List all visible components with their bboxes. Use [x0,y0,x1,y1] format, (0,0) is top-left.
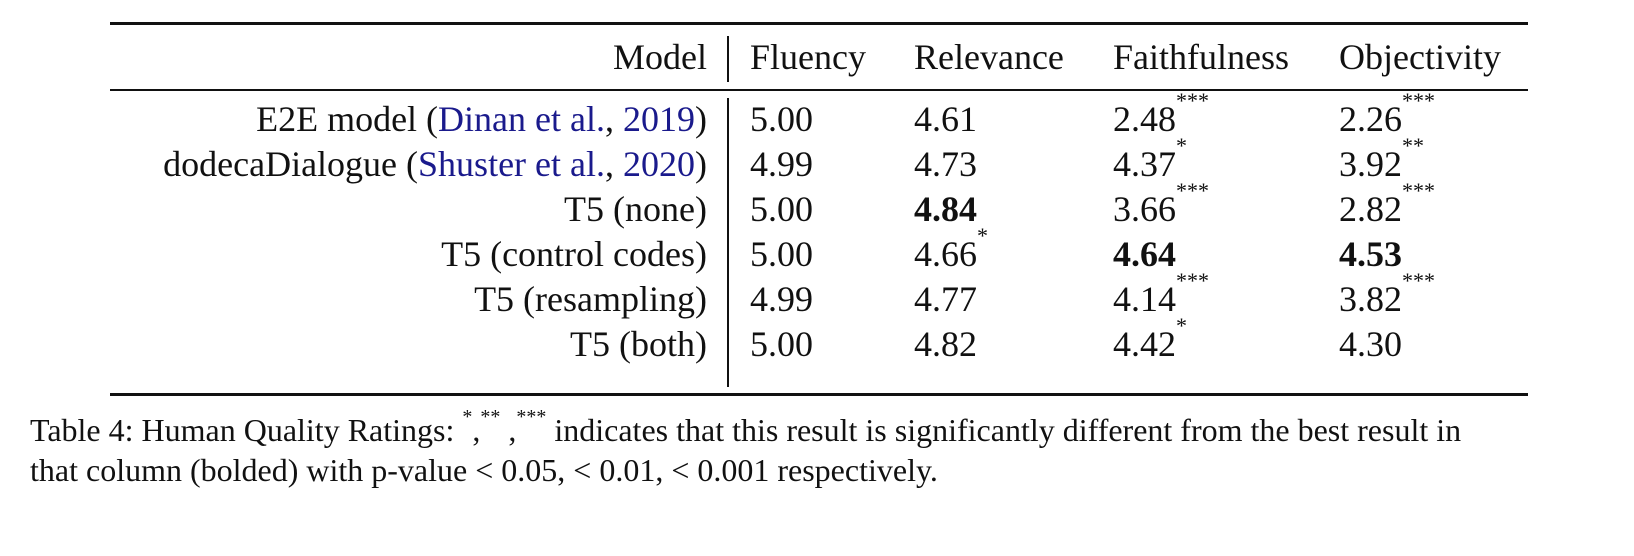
cell-faithfulness: 4.14*** [1113,270,1209,322]
header-model: Model [613,37,707,77]
fluency-value: 5.00 [750,324,813,364]
relevance-value: 4.77 [914,279,977,319]
caption-line-2: that column (bolded) with p-value < 0.05… [30,452,938,488]
faithfulness-value: 2.48 [1113,99,1176,139]
objectivity-value: 2.82 [1339,189,1402,229]
citation-year-link[interactable]: 2019 [623,99,695,139]
fluency-value: 5.00 [750,99,813,139]
faithfulness-value: 4.37 [1113,144,1176,184]
relevance-value: 4.66 [914,234,977,274]
model-name-text: T5 (none) [564,189,707,229]
cell-faithfulness: 4.64 [1113,231,1176,277]
significance-marker: *** [1176,268,1209,293]
citation-authors-link[interactable]: Shuster et al. [418,144,605,184]
table-header-rule [110,89,1528,91]
significance-marker: *** [1402,178,1435,203]
cell-relevance: 4.73 [914,141,977,187]
body-column-divider [727,98,729,387]
row-model-name: T5 (none) [564,186,707,232]
citation-year-link[interactable]: 2020 [623,144,695,184]
model-name-suffix: ) [695,144,707,184]
header-objectivity: Objectivity [1339,37,1501,77]
significance-marker: * [1176,313,1187,338]
row-model-name: T5 (resampling) [474,276,707,322]
table-bottom-rule [110,393,1528,396]
caption-line-1-rest: indicates that this result is significan… [546,412,1462,448]
cell-objectivity: 2.26*** [1339,90,1435,142]
header-column-divider [727,36,729,82]
significance-marker: * [1176,133,1187,158]
objectivity-value: 3.82 [1339,279,1402,319]
model-name-text: dodecaDialogue ( [163,144,419,184]
citation-authors-link[interactable]: Dinan et al. [438,99,605,139]
citation-separator: , [605,99,623,139]
fluency-value: 4.99 [750,279,813,319]
significance-marker: *** [1402,88,1435,113]
cell-faithfulness: 4.42* [1113,315,1187,367]
fluency-value: 5.00 [750,234,813,274]
caption-comma-2: , [500,412,517,448]
citation-separator: , [605,144,623,184]
row-model-name: E2E model (Dinan et al., 2019) [256,96,707,142]
table-caption: Table 4: Human Quality Ratings: *,** ,**… [30,406,1610,490]
caption-comma-1: , [472,412,481,448]
model-name-text: T5 (control codes) [441,234,707,274]
faithfulness-value: 3.66 [1113,189,1176,229]
cell-relevance: 4.77 [914,276,977,322]
relevance-value: 4.61 [914,99,977,139]
relevance-value: 4.82 [914,324,977,364]
relevance-value: 4.84 [914,189,977,229]
model-name-text: T5 (both) [570,324,707,364]
model-name-text: T5 (resampling) [474,279,707,319]
header-relevance: Relevance [914,37,1064,77]
objectivity-value: 3.92 [1339,144,1402,184]
cell-fluency: 5.00 [750,321,813,367]
cell-objectivity: 3.92** [1339,135,1424,187]
cell-fluency: 4.99 [750,141,813,187]
cell-fluency: 5.00 [750,186,813,232]
cell-relevance: 4.82 [914,321,977,367]
caption-label: Table 4: Human Quality Ratings: [30,412,463,448]
cell-objectivity: 3.82*** [1339,270,1435,322]
cell-objectivity: 4.53 [1339,231,1402,277]
cell-fluency: 5.00 [750,96,813,142]
table-top-rule [110,22,1528,25]
row-model-name: T5 (control codes) [441,231,707,277]
cell-relevance: 4.61 [914,96,977,142]
cell-fluency: 4.99 [750,276,813,322]
significance-marker: * [977,223,988,248]
fluency-value: 5.00 [750,189,813,229]
cell-faithfulness: 2.48*** [1113,90,1209,142]
cell-objectivity: 2.82*** [1339,180,1435,232]
cell-faithfulness: 3.66*** [1113,180,1209,232]
objectivity-value: 4.30 [1339,324,1402,364]
significance-marker: ** [1402,133,1424,158]
caption-sig-1: * [462,406,473,428]
significance-marker: *** [1176,178,1209,203]
fluency-value: 4.99 [750,144,813,184]
cell-relevance: 4.66* [914,225,988,277]
header-faithfulness: Faithfulness [1113,37,1289,77]
relevance-value: 4.73 [914,144,977,184]
model-name-suffix: ) [695,99,707,139]
row-model-name: dodecaDialogue (Shuster et al., 2020) [163,141,707,187]
significance-marker: *** [1176,88,1209,113]
row-model-name: T5 (both) [570,321,707,367]
caption-sig-3: *** [516,406,547,428]
header-fluency: Fluency [750,37,866,77]
model-name-text: E2E model ( [256,99,439,139]
significance-marker: *** [1402,268,1435,293]
cell-relevance: 4.84 [914,186,977,232]
faithfulness-value: 4.64 [1113,234,1176,274]
cell-fluency: 5.00 [750,231,813,277]
objectivity-value: 2.26 [1339,99,1402,139]
caption-sig-2: ** [480,406,501,428]
faithfulness-value: 4.42 [1113,324,1176,364]
faithfulness-value: 4.14 [1113,279,1176,319]
caption-line-1: Table 4: Human Quality Ratings: *,** ,**… [30,406,1610,450]
cell-faithfulness: 4.37* [1113,135,1187,187]
cell-objectivity: 4.30 [1339,321,1402,367]
objectivity-value: 4.53 [1339,234,1402,274]
